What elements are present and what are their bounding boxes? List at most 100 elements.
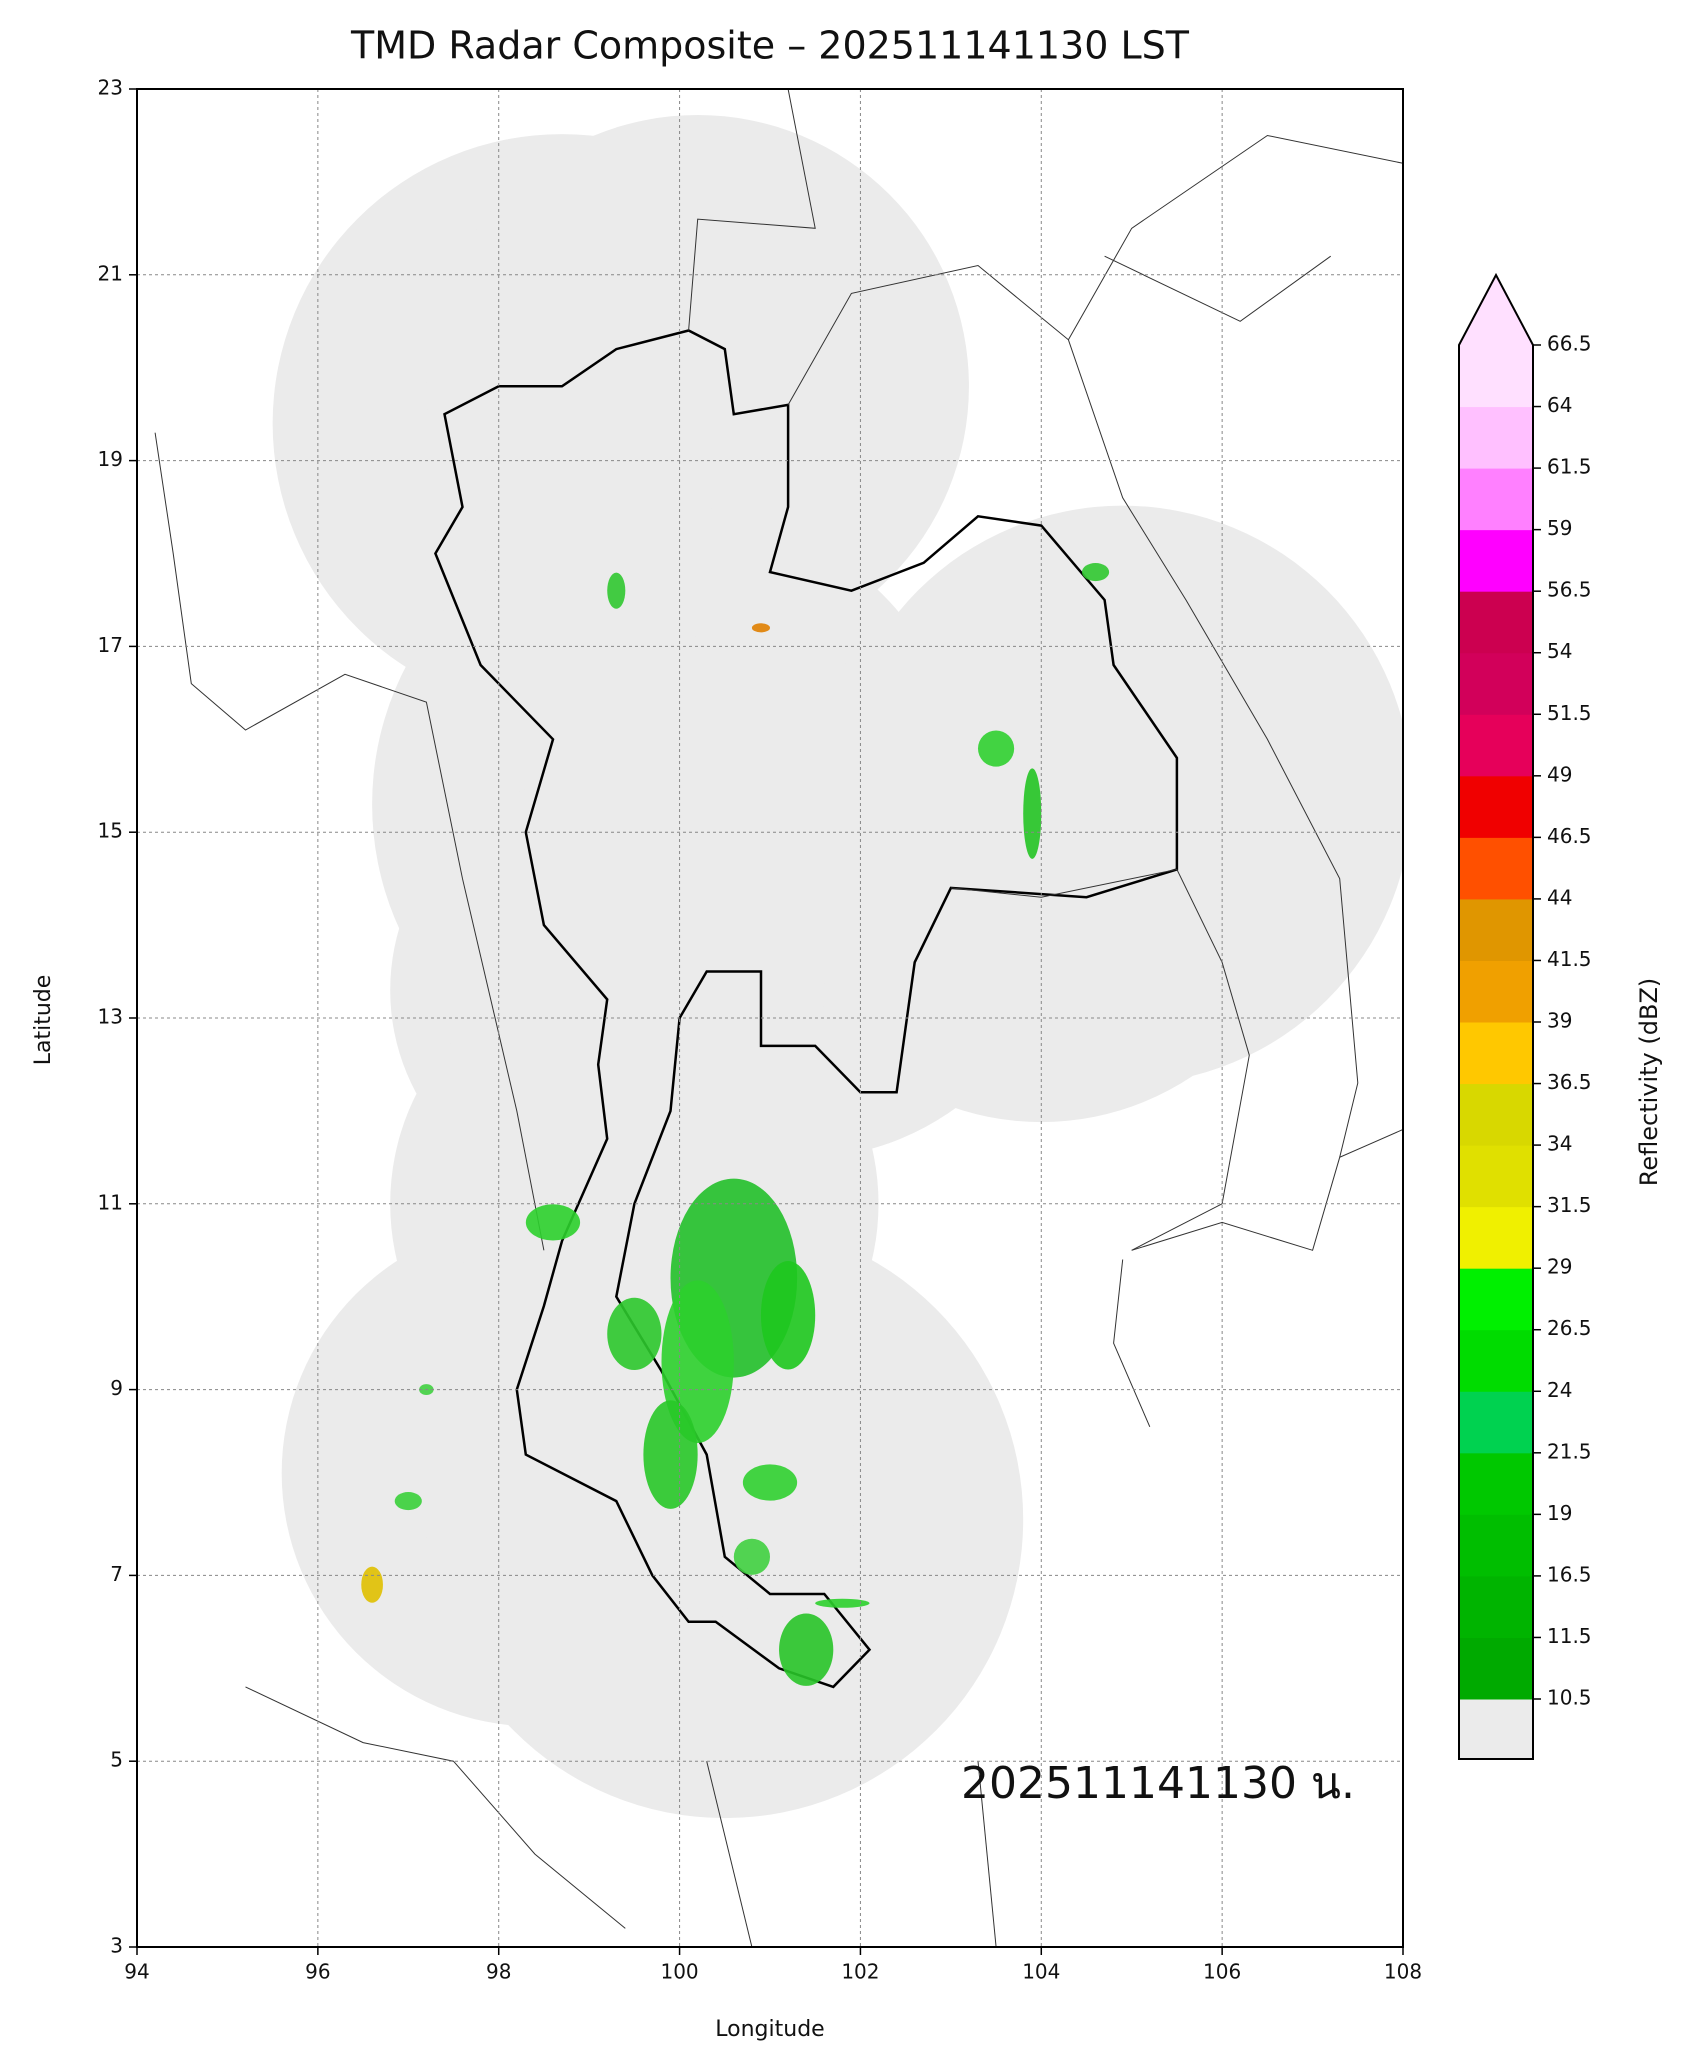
colorbar-segment	[1459, 1145, 1533, 1208]
radar-echo	[525, 1204, 581, 1241]
x-tick-label: 100	[660, 1960, 698, 1984]
colorbar-segment	[1459, 1514, 1533, 1577]
colorbar-over	[1459, 275, 1533, 345]
y-tick-label: 19	[98, 447, 123, 471]
colorbar-segment	[1459, 406, 1533, 469]
y-tick-label: 13	[98, 1005, 123, 1029]
colorbar-tick-label: 34	[1547, 1132, 1572, 1156]
colorbar-tick-label: 36.5	[1547, 1070, 1592, 1094]
colorbar-tick-label: 26.5	[1547, 1316, 1592, 1340]
colorbar-tick-label: 21.5	[1547, 1439, 1592, 1463]
colorbar-segment	[1459, 1575, 1533, 1638]
plot-frame	[136, 88, 1404, 1948]
y-tick-label: 21	[98, 261, 123, 285]
annotation: 202511141130 น.	[961, 1758, 1355, 1809]
colorbar-label: Reflectivity (dBZ)	[1635, 978, 1663, 1187]
radar-echo	[394, 1492, 422, 1511]
colorbar-tick-label: 10.5	[1547, 1686, 1592, 1710]
radar-echo	[779, 1613, 834, 1686]
colorbar-tick-label: 64	[1547, 393, 1572, 417]
colorbar-segment	[1459, 1022, 1533, 1085]
radar-echo	[607, 572, 626, 609]
colorbar-segment	[1459, 775, 1533, 838]
colorbar-segment	[1459, 1329, 1533, 1392]
colorbar-tick-label: 19	[1547, 1501, 1572, 1525]
colorbar-segment	[1459, 1206, 1533, 1269]
x-tick-label: 104	[1022, 1960, 1060, 1984]
colorbar-segment	[1459, 1083, 1533, 1146]
colorbar-segment	[1459, 345, 1533, 408]
colorbar-tick-label: 51.5	[1547, 701, 1592, 725]
axes-layer: 94 96 98 100 102 104 106 108 3 5 7 9 11 13 15 17 19 21 23 2…	[98, 76, 1423, 1984]
colorbar-tick-label: 29	[1547, 1255, 1572, 1279]
radar-echo	[607, 1297, 662, 1371]
coastline	[245, 1686, 626, 1929]
colorbar-segment	[1459, 529, 1533, 592]
y-tick-label: 5	[110, 1748, 123, 1772]
y-tick-label: 9	[110, 1376, 123, 1400]
radar-echo	[361, 1566, 383, 1603]
colorbar-tick-label: 66.5	[1547, 332, 1592, 356]
x-tick-label: 102	[841, 1960, 879, 1984]
radar-echo	[742, 1464, 798, 1501]
x-tick-label: 108	[1384, 1960, 1422, 1984]
colorbar-tick-label: 49	[1547, 762, 1572, 786]
radar-echo	[1023, 768, 1042, 859]
colorbar-tick-label: 61.5	[1547, 455, 1592, 479]
radar-coverage	[770, 579, 1313, 1123]
y-axis-label: Latitude	[31, 975, 56, 1066]
radar-echo	[751, 623, 770, 633]
coastline	[787, 264, 1359, 1158]
coastline	[1113, 1259, 1151, 1427]
y-tick-label: 17	[98, 633, 123, 657]
chart-title: TMD Radar Composite – 202511141130 LST	[350, 24, 1190, 68]
radar-echo	[977, 730, 1015, 767]
colorbar-frame	[1458, 272, 1534, 1760]
coastline	[688, 89, 816, 331]
radar-echo	[733, 1538, 771, 1575]
colorbar-tick-label: 54	[1547, 639, 1572, 663]
colorbar-segment	[1459, 652, 1533, 715]
coastline	[1104, 255, 1331, 322]
y-tick-label: 3	[110, 1934, 123, 1958]
colorbar-tick-label: 11.5	[1547, 1624, 1592, 1648]
x-tick-label: 96	[305, 1960, 330, 1984]
coastline	[1067, 134, 1403, 341]
colorbar-segment	[1459, 714, 1533, 777]
colorbar-under	[1459, 1699, 1533, 1759]
colorbar-tick-label: 46.5	[1547, 824, 1592, 848]
colorbar: 10.5 11.5 16.5 19 21.5 24 26.5 29 31.5 34 36.5 39 41…	[1458, 272, 1663, 1760]
coastline	[706, 1761, 753, 1947]
colorbar-segment	[1459, 1452, 1533, 1515]
colorbar-segment	[1459, 468, 1533, 531]
colorbar-tick-label: 39	[1547, 1009, 1572, 1033]
radar-echo	[760, 1261, 816, 1370]
radar-coverage	[426, 114, 969, 658]
colorbar-tick-label: 16.5	[1547, 1562, 1592, 1586]
radar-echo	[1081, 563, 1110, 582]
colorbar-tick-label: 31.5	[1547, 1193, 1592, 1217]
radar-echo	[643, 1400, 698, 1509]
x-axis-label: Longitude	[715, 2017, 824, 2042]
colorbar-segment	[1459, 960, 1533, 1023]
colorbar-segment	[1459, 1637, 1533, 1700]
colorbar-tick-label: 44	[1547, 885, 1572, 909]
y-tick-label: 11	[98, 1190, 123, 1214]
colorbar-segment	[1459, 1391, 1533, 1454]
y-tick-label: 15	[98, 819, 123, 843]
x-tick-label: 94	[124, 1960, 149, 1984]
y-tick-label: 23	[98, 76, 123, 100]
x-tick-label: 106	[1203, 1960, 1241, 1984]
coastline	[1131, 1129, 1403, 1251]
coastline	[977, 1761, 997, 1947]
colorbar-tick-label: 41.5	[1547, 947, 1592, 971]
coastline	[950, 868, 1250, 1251]
x-tick-label: 98	[486, 1960, 511, 1984]
colorbar-segment	[1459, 898, 1533, 961]
colorbar-segment	[1459, 1268, 1533, 1331]
colorbar-segment	[1459, 837, 1533, 900]
y-tick-label: 7	[110, 1562, 123, 1586]
colorbar-tick-label: 59	[1547, 516, 1572, 540]
radar-echo	[815, 1598, 870, 1608]
